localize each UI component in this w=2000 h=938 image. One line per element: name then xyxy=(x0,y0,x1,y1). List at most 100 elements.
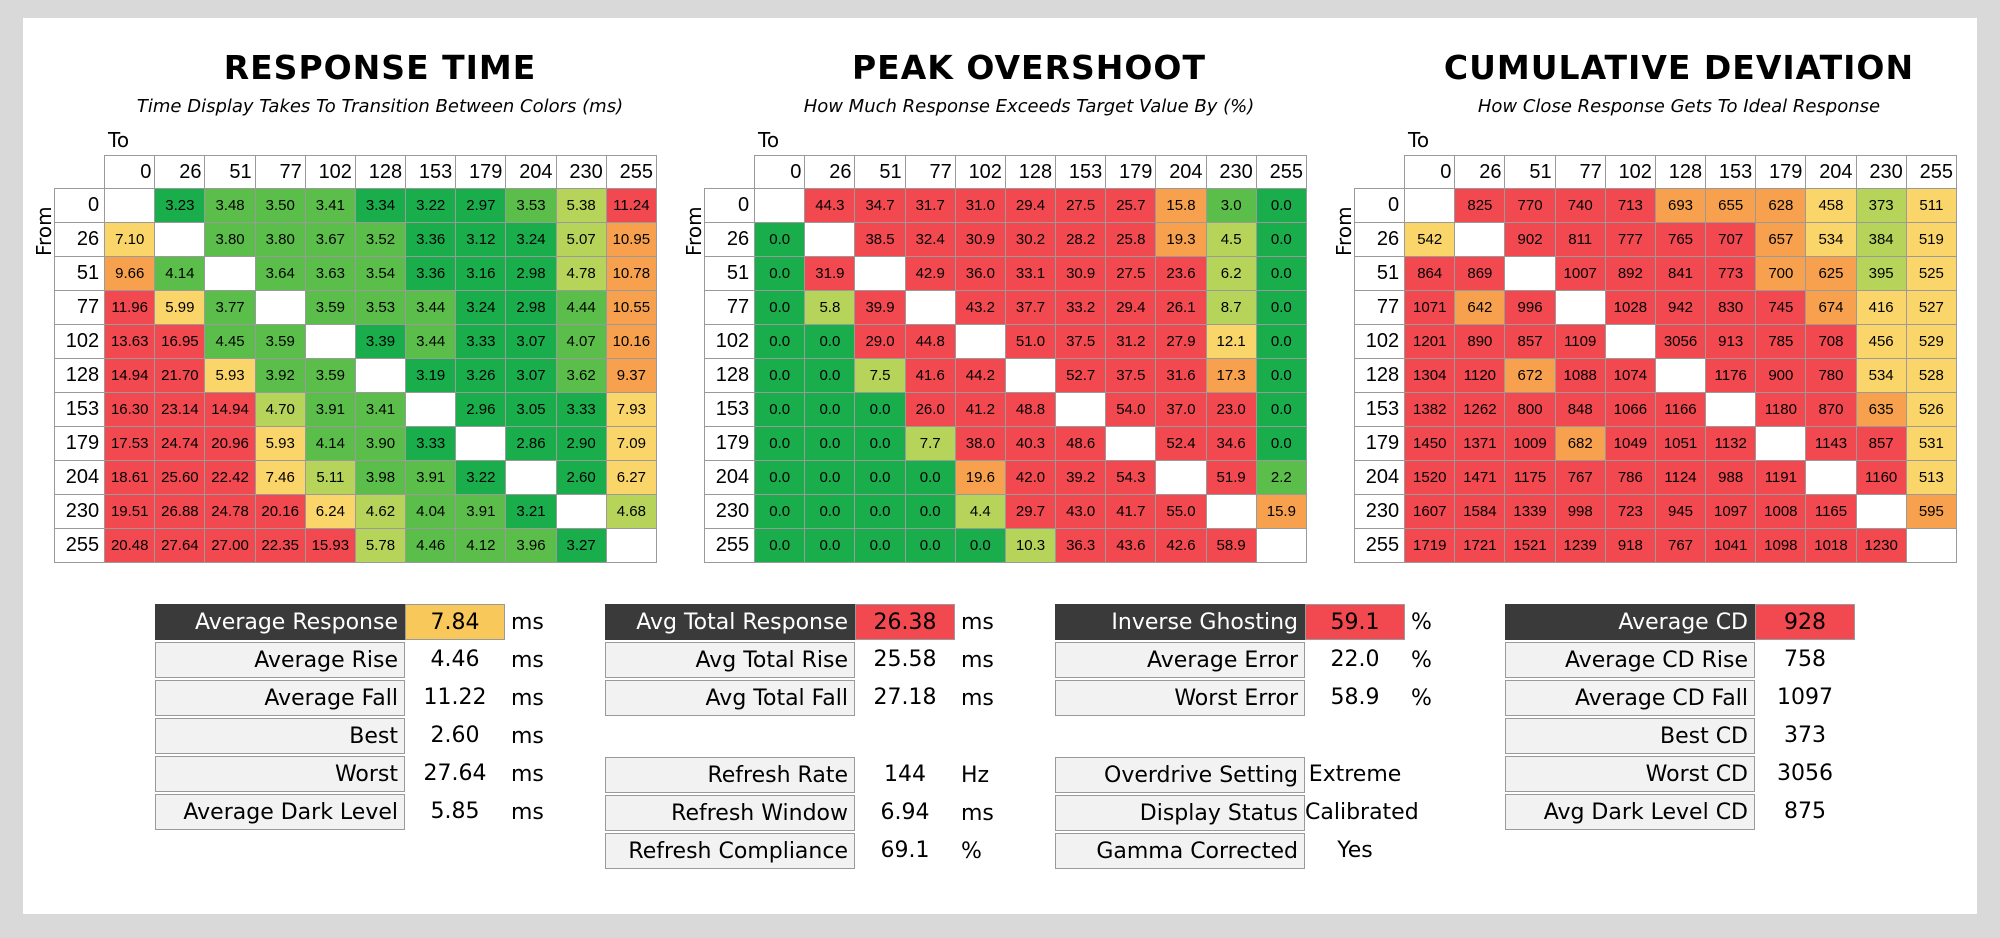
stat-label: Average CD Fall xyxy=(1505,680,1755,716)
heatmap-cell xyxy=(1554,290,1606,325)
heatmap-cell: 1098 xyxy=(1755,528,1807,563)
heatmap-cell: 13.63 xyxy=(104,324,156,359)
stat-label: Worst CD xyxy=(1505,756,1755,792)
heatmap-cell: 1239 xyxy=(1554,528,1606,563)
heatmap-cell: 18.61 xyxy=(104,460,156,495)
heatmap-cell: 23.0 xyxy=(1205,392,1257,427)
heatmap-row: 179 0.0 0.0 0.0 7.7 38.0 40.3 48.6 52.4 34.6 0.0 xyxy=(703,426,1308,461)
heatmap-cell: 0.0 xyxy=(854,426,906,461)
heatmap-cell xyxy=(555,494,607,529)
heatmap-row: 128 0.0 0.0 7.5 41.6 44.2 52.7 37.5 31.6 17.3 0.0 xyxy=(703,358,1308,393)
heatmap-cell: 5.07 xyxy=(555,222,607,257)
stat-label: Gamma Corrected xyxy=(1055,833,1305,869)
peak-overshoot-ylabel: From xyxy=(682,206,706,256)
column-header: 51 xyxy=(204,155,256,189)
heatmap-cell: 48.6 xyxy=(1055,426,1107,461)
heatmap-cell: 1008 xyxy=(1755,494,1807,529)
heatmap-cell: 767 xyxy=(1554,460,1606,495)
heatmap-cell: 416 xyxy=(1855,290,1907,325)
heatmap-cell: 29.7 xyxy=(1004,494,1057,529)
column-header: 0 xyxy=(754,155,806,189)
heatmap-cell: 628 xyxy=(1755,188,1807,223)
heatmap-cell: 1097 xyxy=(1705,494,1757,529)
cumulative-deviation-subtitle: How Close Response Gets To Ideal Respons… xyxy=(1477,96,1881,117)
heatmap-cell: 811 xyxy=(1554,222,1606,257)
stat-label: Average Rise xyxy=(155,642,405,678)
row-header: 77 xyxy=(53,290,106,325)
heatmap-cell: 12.1 xyxy=(1205,324,1257,359)
heatmap-cell: 52.7 xyxy=(1055,358,1107,393)
row-header: 102 xyxy=(53,324,106,359)
heatmap-cell: 3.39 xyxy=(354,324,407,359)
heatmap-cell: 3.0 xyxy=(1205,188,1257,223)
heatmap-cell: 14.94 xyxy=(204,392,256,427)
heatmap-cell: 3.91 xyxy=(455,494,507,529)
heatmap-cell xyxy=(1004,358,1057,393)
stat-label: Average CD Rise xyxy=(1505,642,1755,678)
heatmap-cell: 4.4 xyxy=(954,494,1006,529)
heatmap-cell: 3.44 xyxy=(405,290,457,325)
heatmap-row: 255 0.0 0.0 0.0 0.0 0.0 10.3 36.3 43.6 42.6 58.9 xyxy=(703,528,1308,563)
heatmap-row: 255 20.48 27.64 27.00 22.35 15.93 5.78 4.46 4.12… xyxy=(53,528,658,563)
stat-unit: % xyxy=(1411,685,1432,711)
heatmap-cell: 4.62 xyxy=(354,494,407,529)
stat-row: Average CD 928 xyxy=(1505,604,1911,640)
heatmap-cell: 2.96 xyxy=(455,392,507,427)
heatmap-cell xyxy=(1755,426,1807,461)
heatmap-cell: 740 xyxy=(1554,188,1606,223)
row-header: 128 xyxy=(53,358,106,393)
heatmap-cell: 0.0 xyxy=(1255,426,1308,461)
heatmap-row: 128 14.94 21.70 5.93 3.92 3.59 3.19 3.26 3.07 3.6… xyxy=(53,358,658,393)
heatmap-row: 153 1382 1262 800 848 1066 1166 1180 870 635 526 xyxy=(1353,392,1958,427)
stat-value: 7.84 xyxy=(405,604,505,640)
heatmap-cell: 996 xyxy=(1504,290,1556,325)
heatmap-cell: 527 xyxy=(1905,290,1958,325)
stat-row: Avg Total Rise 25.58 ms xyxy=(605,642,1011,678)
row-header: 77 xyxy=(1353,290,1406,325)
heatmap-cell: 0.0 xyxy=(754,460,806,495)
column-header: 128 xyxy=(1654,155,1707,189)
heatmap-cell: 595 xyxy=(1905,494,1958,529)
heatmap-row: 204 1520 1471 1175 767 786 1124 988 1191 1160 513 xyxy=(1353,460,1958,495)
heatmap-cell: 1049 xyxy=(1604,426,1656,461)
heatmap-row: 26 542 902 811 777 765 707 657 534 384 519 xyxy=(1353,222,1958,257)
column-header: 128 xyxy=(1004,155,1057,189)
heatmap-cell: 3.63 xyxy=(304,256,356,291)
heatmap-cell: 29.4 xyxy=(1105,290,1157,325)
heatmap-cell: 625 xyxy=(1805,256,1857,291)
row-header: 51 xyxy=(1353,256,1406,291)
heatmap-row: 102 1201 890 857 1109 3056 913 785 708 456 529 xyxy=(1353,324,1958,359)
stat-value: 144 xyxy=(884,762,926,787)
column-header: 77 xyxy=(1554,155,1606,189)
stat-value: 27.64 xyxy=(423,761,487,786)
heatmap-row: 230 1607 1584 1339 998 723 945 1097 1008 1165 595 xyxy=(1353,494,1958,529)
heatmap-cell: 1607 xyxy=(1404,494,1456,529)
heatmap-cell: 44.8 xyxy=(904,324,956,359)
heatmap-cell: 773 xyxy=(1705,256,1757,291)
stat-label: Average Fall xyxy=(155,680,405,716)
heatmap-cell: 0.0 xyxy=(954,528,1006,563)
heatmap-cell: 34.7 xyxy=(854,188,906,223)
heatmap-cell xyxy=(1404,188,1456,223)
heatmap-cell: 3.33 xyxy=(405,426,457,461)
column-header: 179 xyxy=(1105,155,1157,189)
column-header: 204 xyxy=(505,155,557,189)
heatmap-cell: 3.41 xyxy=(354,392,407,427)
stat-value: 25.58 xyxy=(873,647,937,672)
heatmap-cell: 1471 xyxy=(1454,460,1506,495)
stat-value: 27.18 xyxy=(873,685,937,710)
stat-value: 58.9 xyxy=(1330,685,1380,710)
heatmap-cell: 22.35 xyxy=(254,528,306,563)
heatmap-cell: 3.33 xyxy=(555,392,607,427)
column-header: 77 xyxy=(904,155,956,189)
stat-row: Inverse Ghosting Rate59.1% xyxy=(1055,604,1461,671)
heatmap-cell: 1041 xyxy=(1705,528,1757,563)
heatmap-cell: 36.3 xyxy=(1055,528,1107,563)
heatmap-cell: 0.0 xyxy=(904,528,956,563)
heatmap-cell: 3.33 xyxy=(455,324,507,359)
column-header: 230 xyxy=(555,155,607,189)
heatmap-cell: 17.3 xyxy=(1205,358,1257,393)
heatmap-cell: 1066 xyxy=(1604,392,1656,427)
heatmap-cell: 4.5 xyxy=(1205,222,1257,257)
heatmap-cell: 0.0 xyxy=(854,392,906,427)
